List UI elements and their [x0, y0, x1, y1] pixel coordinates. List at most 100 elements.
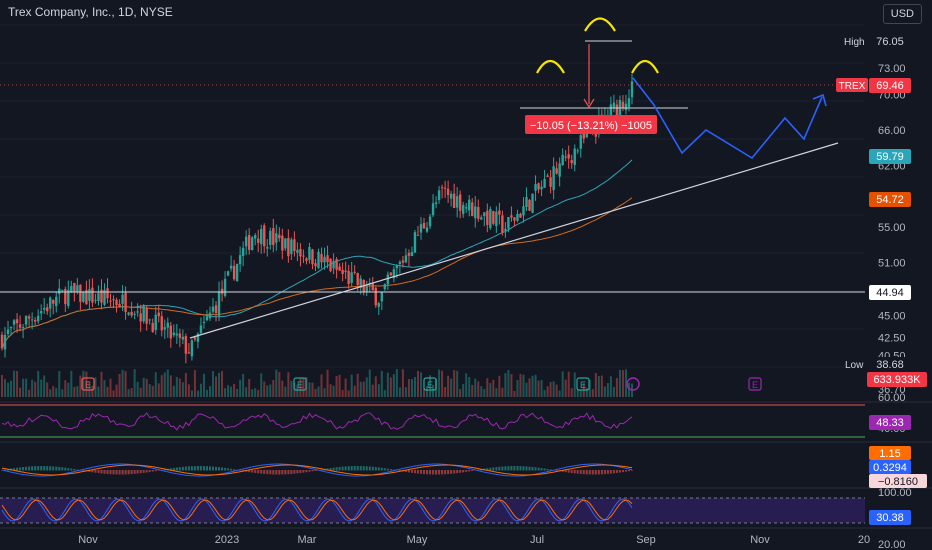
candle-body [468, 199, 471, 211]
candle-body [329, 258, 332, 272]
macd-histogram-bar [573, 470, 576, 474]
volume-bar [588, 379, 591, 397]
volume-bar [344, 378, 347, 397]
macd-histogram-bar [299, 470, 302, 474]
candle-body [455, 196, 459, 208]
candle-body [425, 227, 429, 232]
volume-bar [184, 372, 187, 397]
volume-bar [483, 389, 486, 397]
candle-body [335, 259, 338, 270]
volume-bar [121, 369, 124, 397]
volume-bar [389, 377, 392, 397]
candle-body [615, 104, 619, 117]
macd-histogram-bar [504, 466, 507, 471]
macd-histogram-bar [615, 470, 618, 473]
stoch-marker: 30.38 [869, 510, 911, 525]
volume-bar [444, 386, 447, 397]
volume-bar [308, 382, 311, 397]
macd-histogram-bar [40, 466, 43, 471]
volume-bar [230, 386, 233, 397]
macd-histogram-bar [498, 466, 501, 471]
volume-bar [148, 384, 151, 397]
candle-body [483, 212, 486, 217]
candle-body [79, 284, 82, 302]
volume-bar [468, 377, 471, 397]
signal-line [1, 464, 633, 476]
volume-bar [31, 379, 34, 397]
volume-bar [353, 385, 356, 397]
volume-bar [133, 369, 136, 397]
volume-bar [212, 371, 215, 397]
volume-bar [573, 372, 576, 397]
candle-body [371, 283, 374, 291]
volume-bar [555, 384, 558, 397]
volume-bar [16, 371, 19, 397]
macd-histogram-bar [600, 470, 603, 475]
volume-bar [248, 379, 251, 397]
volume-bar [576, 389, 579, 397]
candle-body [543, 179, 546, 188]
macd-histogram-bar [290, 470, 293, 474]
volume-bar [419, 372, 422, 397]
candle-body [495, 211, 498, 227]
macd-histogram-bar [438, 470, 441, 475]
macd-histogram-bar [622, 470, 624, 473]
macd-histogram-bar [43, 466, 46, 471]
volume-bar [498, 375, 501, 397]
macd-histogram-bar [112, 470, 115, 475]
candle-body [498, 210, 501, 215]
macd-histogram-bar [142, 470, 145, 473]
macd-value-3: −0.8160 [878, 476, 918, 488]
macd-histogram-bar [37, 466, 40, 471]
macd-histogram-bar [196, 466, 199, 471]
candle-body [6, 329, 10, 334]
candle-body [115, 299, 118, 305]
volume-bar [579, 389, 582, 397]
macd-histogram-bar [218, 467, 220, 471]
volume-bar [546, 386, 549, 397]
candle-body [70, 286, 73, 293]
volume-bar [522, 374, 525, 397]
rsi-value: 48.33 [876, 417, 904, 429]
measure-tool[interactable]: −10.05 (−13.21%) −1005 [525, 44, 657, 134]
volume-bar [205, 390, 208, 397]
candle-body [284, 238, 287, 249]
volume-bar [594, 372, 597, 397]
candle-body [139, 313, 142, 322]
candle-body [347, 270, 350, 285]
candle-body [624, 103, 628, 111]
candle-body [290, 239, 293, 254]
volume-bar [163, 372, 166, 397]
volume-bar [335, 375, 338, 397]
macd-histogram-bar [468, 470, 471, 472]
macd-histogram-bar [486, 468, 489, 471]
candle-body [492, 211, 495, 224]
candle-body [314, 263, 317, 267]
volume-bar [287, 372, 290, 397]
candle-body [100, 289, 103, 303]
macd-histogram-bar [591, 470, 594, 475]
candle-body [546, 175, 549, 177]
macd-histogram-bar [510, 466, 513, 471]
ma-slow-value-box [869, 192, 911, 207]
volume-bar [266, 385, 269, 397]
macd-histogram-bar [350, 466, 353, 471]
macd-histogram-bar [398, 470, 401, 472]
candle-body [82, 291, 85, 302]
macd-histogram-bar [612, 470, 615, 474]
macd-histogram-bar [420, 470, 422, 474]
measure-arrow-icon [583, 98, 595, 109]
time-label: 2023 [215, 534, 239, 546]
macd-histogram-bar [145, 470, 148, 473]
macd-histogram-bar [251, 470, 254, 473]
volume-value: 633.933K [873, 374, 921, 386]
volume-bar [377, 384, 380, 397]
currency-button[interactable]: USD [882, 4, 922, 24]
macd-histogram-bar [423, 470, 425, 475]
macd-histogram-bar [209, 466, 211, 471]
volume-bar [172, 385, 175, 397]
high-value-box [869, 34, 911, 49]
volume-bar [64, 380, 67, 397]
